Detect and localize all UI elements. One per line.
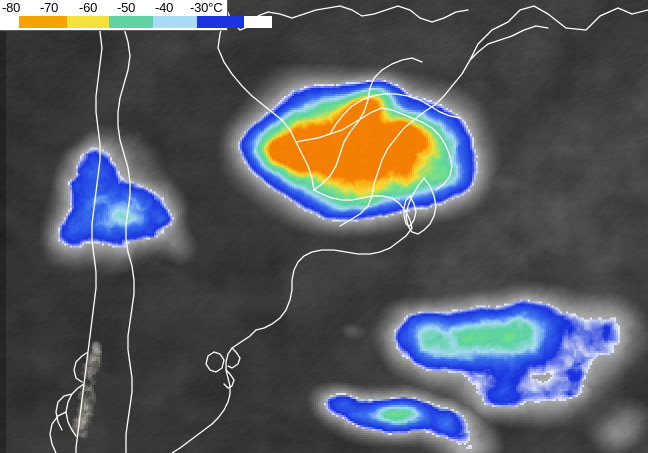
legend-tick-0: -80 <box>2 0 21 15</box>
legend-swatch-green <box>109 16 153 28</box>
legend-color-bar <box>3 16 272 28</box>
legend-swatch-blue <box>197 16 244 28</box>
legend-swatch-orange <box>19 16 67 28</box>
temperature-color-scale-legend: -80 -70 -60 -50 -40 -30°C <box>0 0 272 31</box>
legend-tick-3: -50 <box>117 0 136 15</box>
legend-tick-2: -60 <box>79 0 98 15</box>
legend-tick-4: -40 <box>155 0 174 15</box>
legend-tick-1: -70 <box>40 0 59 15</box>
legend-swatch-light-blue <box>153 16 197 28</box>
legend-swatch-yellow <box>67 16 109 28</box>
legend-swatch-white <box>244 16 272 28</box>
legend-tick-5: -30°C <box>190 0 223 15</box>
legend-tick-labels: -80 -70 -60 -50 -40 -30°C <box>0 0 227 15</box>
